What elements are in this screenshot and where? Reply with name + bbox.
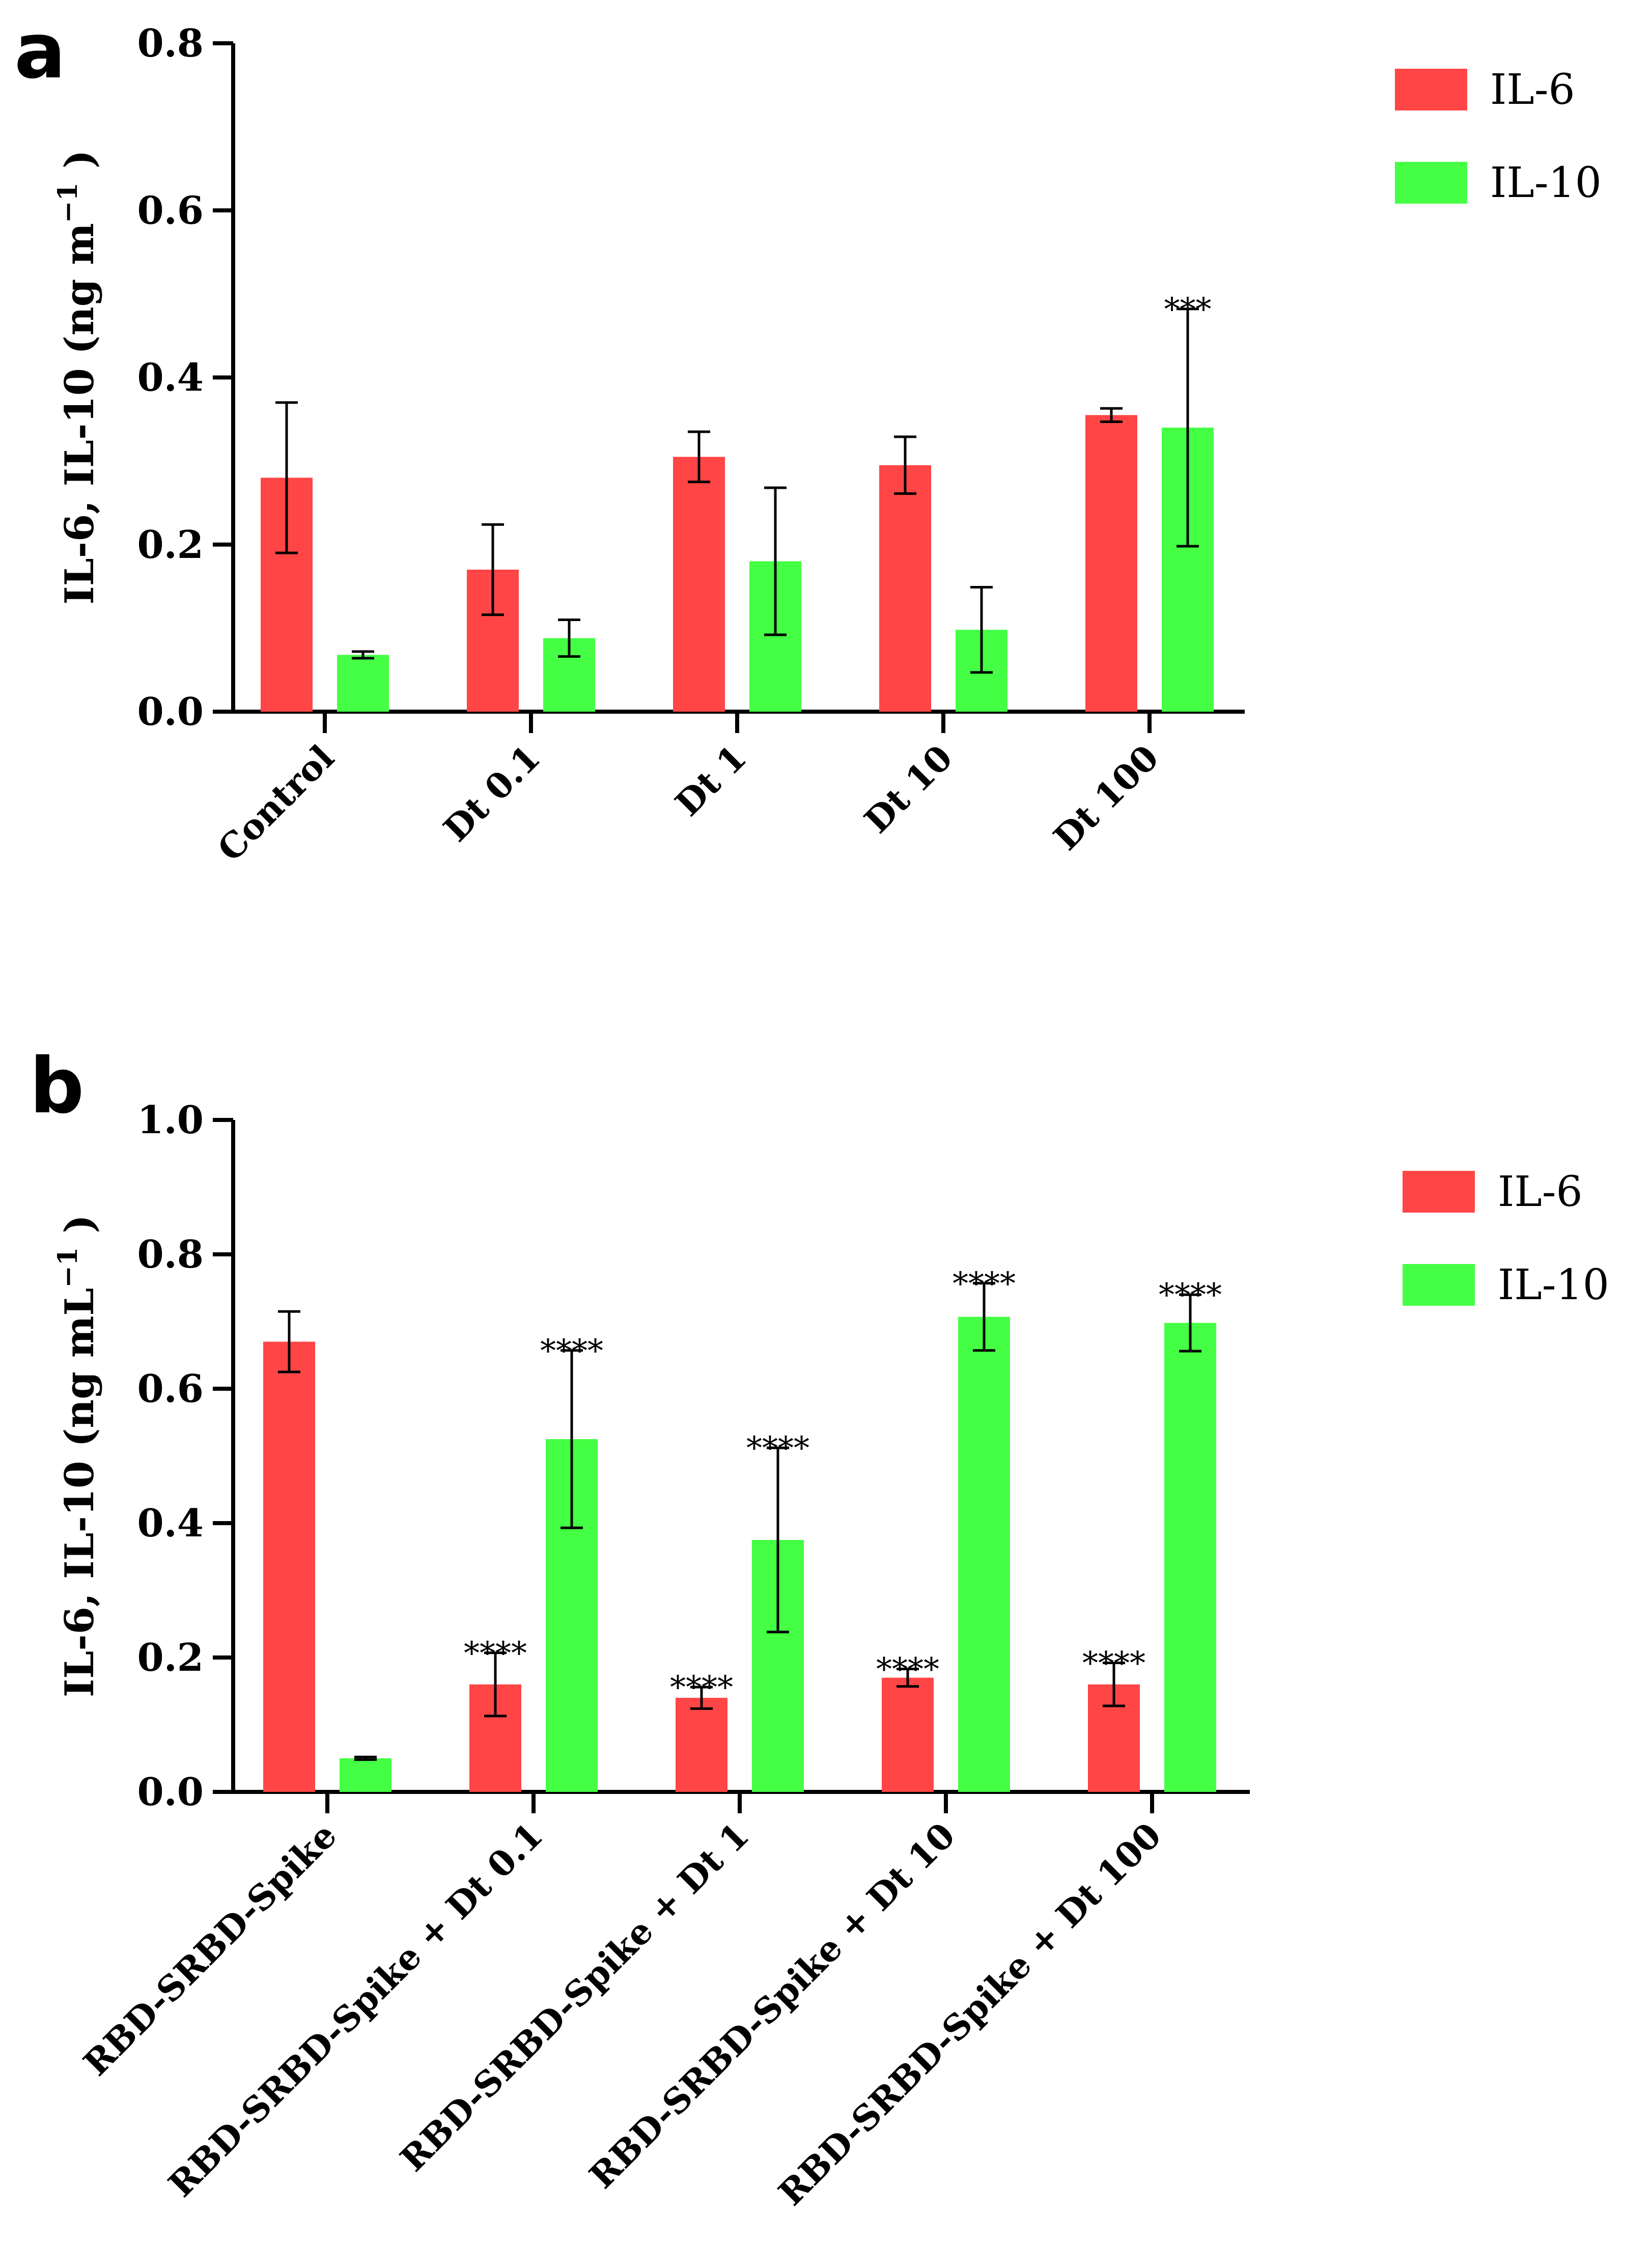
legend-label-b-il-10: IL-10 <box>1498 1261 1609 1309</box>
x-tick-label-b-rbd-srbd-spike-dt-100: RBD-SRBD-Spike + Dt 100 <box>771 1815 1169 2213</box>
legend-swatch-b-il-6 <box>1403 1171 1475 1213</box>
legend-swatch-a-il-6 <box>1395 69 1467 110</box>
x-tick-label-a-dt-0-1: Dt 0.1 <box>436 737 548 850</box>
legend-label-b-il-6: IL-6 <box>1498 1168 1583 1216</box>
y-axis-label-close-b: ) <box>57 1215 103 1247</box>
y-axis-label-b: IL-6, IL-10 (ng mL−1 ) <box>52 1215 103 1697</box>
legend-swatch-b-il-10 <box>1403 1264 1475 1306</box>
y-tick-label-a-1: 0.2 <box>137 522 204 567</box>
significance-label-b-il-6-rbd-srbd-spike-dt-0-1: **** <box>464 1635 527 1672</box>
legend-label-a-il-10: IL-10 <box>1490 159 1602 207</box>
y-axis-label-superscript-b: −1 <box>52 1247 83 1288</box>
y-tick-label-b-4: 0.8 <box>137 1232 204 1277</box>
y-tick-label-b-0: 0.0 <box>137 1770 204 1814</box>
y-tick-label-b-2: 0.4 <box>137 1501 204 1546</box>
y-axis-label-a: IL-6, IL-10 (ng m−1 ) <box>52 150 103 604</box>
y-axis-label-close-a: ) <box>57 150 103 182</box>
significance-label-b-il-6-rbd-srbd-spike-dt-1: **** <box>670 1669 733 1706</box>
y-tick-label-b-1: 0.2 <box>137 1635 204 1680</box>
x-tick-label-b-rbd-srbd-spike-dt-0-1: RBD-SRBD-Spike + Dt 0.1 <box>161 1815 551 2205</box>
y-tick-label-a-4: 0.8 <box>137 21 204 66</box>
bar-b-il-10-rbd-srbd-spike-dt-10 <box>958 1316 1010 1792</box>
chart-panel-a: 0.0 0.2 0.4 0.6 0.8 IL-6, IL-10 (ng m−1 ) Cont… <box>52 21 1602 869</box>
legend-swatch-a-il-10 <box>1395 162 1467 204</box>
bar-a-il-10-control <box>337 655 389 712</box>
y-axis-label-superscript-a: −1 <box>52 182 83 223</box>
y-tick-label-a-0: 0.0 <box>137 689 204 734</box>
panel-label-b: b <box>30 1042 84 1131</box>
bar-a-il-6-dt-10 <box>879 465 931 712</box>
bar-a-il-6-dt-1 <box>673 457 725 712</box>
significance-label-b-il-10-rbd-srbd-spike-dt-100: **** <box>1159 1276 1222 1313</box>
x-tick-label-b-rbd-srbd-spike-dt-10: RBD-SRBD-Spike + Dt 10 <box>582 1815 963 2196</box>
significance-label-b-il-6-rbd-srbd-spike-dt-10: **** <box>876 1650 939 1688</box>
bar-b-il-6-rbd-srbd-spike-dt-10 <box>882 1677 934 1792</box>
y-tick-label-b-3: 0.6 <box>137 1366 204 1411</box>
bar-b-il-6-rbd-srbd-spike <box>263 1341 315 1792</box>
bar-a-il-6-dt-100 <box>1085 415 1137 712</box>
significance-label-b-il-10-rbd-srbd-spike-dt-0-1: **** <box>540 1332 603 1369</box>
significance-label-b-il-10-rbd-srbd-spike-dt-1: **** <box>746 1429 809 1467</box>
panel-label-a: a <box>14 7 66 96</box>
y-tick-label-a-2: 0.4 <box>137 355 204 400</box>
bar-b-il-10-rbd-srbd-spike <box>340 1758 391 1792</box>
significance-label-b-il-6-rbd-srbd-spike-dt-100: **** <box>1082 1645 1145 1682</box>
x-tick-label-a-control: Control <box>210 737 342 869</box>
x-tick-label-a-dt-1: Dt 1 <box>667 737 754 824</box>
bar-b-il-6-rbd-srbd-spike-dt-1 <box>676 1698 727 1792</box>
significance-label-b-il-10-rbd-srbd-spike-dt-10: **** <box>953 1265 1016 1302</box>
x-tick-label-a-dt-10: Dt 10 <box>857 737 961 841</box>
chart-panel-b: 0.0 0.2 0.4 0.6 0.8 1.0 IL-6, IL-10 (ng mL−1 )… <box>52 1098 1609 2213</box>
y-tick-label-b-5: 1.0 <box>137 1098 204 1142</box>
x-tick-label-b-rbd-srbd-spike-dt-1: RBD-SRBD-Spike + Dt 1 <box>393 1815 757 2179</box>
x-tick-label-a-dt-100: Dt 100 <box>1046 737 1167 858</box>
significance-label-a-il-10-dt-100: *** <box>1164 291 1212 328</box>
legend-label-a-il-6: IL-6 <box>1490 66 1575 114</box>
y-tick-label-a-3: 0.6 <box>137 188 204 233</box>
bar-b-il-10-rbd-srbd-spike-dt-100 <box>1164 1323 1216 1792</box>
